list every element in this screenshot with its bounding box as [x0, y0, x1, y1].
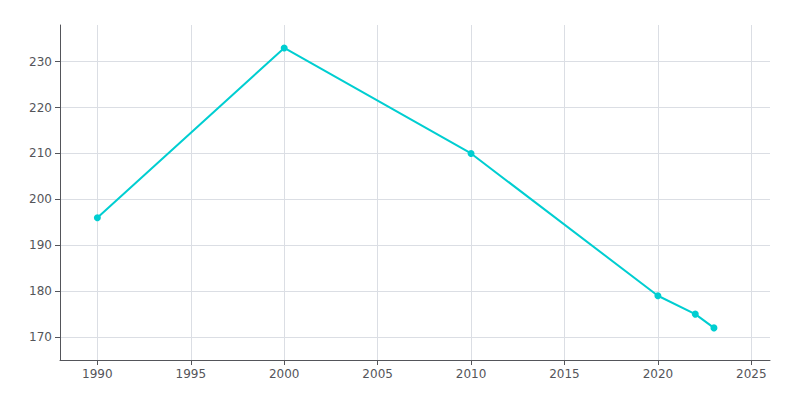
svg-text:1990: 1990	[82, 367, 113, 381]
svg-text:210: 210	[29, 146, 52, 160]
svg-text:1995: 1995	[176, 367, 207, 381]
svg-text:190: 190	[29, 238, 52, 252]
svg-text:200: 200	[29, 192, 52, 206]
svg-text:2005: 2005	[362, 367, 393, 381]
svg-text:2015: 2015	[549, 367, 580, 381]
svg-text:220: 220	[29, 101, 52, 115]
svg-text:180: 180	[29, 284, 52, 298]
svg-text:2010: 2010	[456, 367, 487, 381]
svg-text:230: 230	[29, 55, 52, 69]
svg-text:170: 170	[29, 330, 52, 344]
svg-text:2020: 2020	[643, 367, 674, 381]
svg-text:2000: 2000	[269, 367, 300, 381]
svg-text:2025: 2025	[736, 367, 767, 381]
